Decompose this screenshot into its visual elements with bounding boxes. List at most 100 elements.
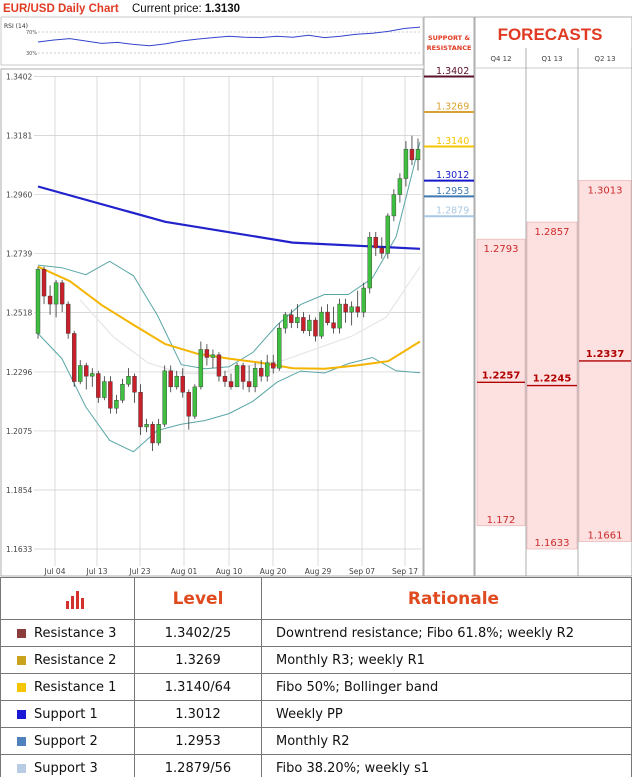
candle-body-down [186, 392, 191, 417]
candle-body-up [361, 287, 366, 313]
candle-body-down [373, 237, 378, 249]
table-row: Resistance 2 1.3269 Monthly R3; weekly R1 [0, 646, 632, 674]
level-value: 1.2879/56 [134, 754, 262, 777]
x-axis: Jul 04 Jul 13 Jul 23 Aug 01 Aug 10 Aug 20 Aug … [44, 567, 419, 576]
candle [277, 322, 282, 371]
candle-body-down [289, 314, 294, 323]
candle-body-up [120, 383, 125, 401]
rsi-label: RSI (14) [4, 23, 28, 30]
plot-frame [0, 68, 424, 577]
forecast-low-label: 1.172 [487, 515, 516, 526]
candle-body-up [252, 367, 258, 388]
y-tick-label: 1.2518 [6, 309, 32, 318]
candle-body-down [271, 362, 276, 369]
candle-body-down [313, 319, 318, 337]
candle [59, 280, 65, 313]
level-name: Support 2 [0, 727, 135, 755]
candle-body-up [198, 349, 204, 388]
candle [331, 306, 336, 334]
candle [234, 362, 240, 388]
chart-area: EUR/USD Daily Chart Current price: 1.313… [0, 3, 632, 577]
candle [385, 213, 391, 259]
level-value: 1.2953 [134, 727, 262, 755]
candle [204, 344, 210, 366]
table-row: Resistance 3 1.3402/25 Downtrend resistanc… [0, 619, 632, 647]
forecast-high-label: 1.3013 [588, 185, 623, 196]
candle [35, 266, 41, 339]
candle [90, 368, 95, 387]
sma-200-line [37, 185, 421, 250]
candle [222, 370, 228, 387]
candle-body-down [138, 392, 143, 428]
levels-table: Level Rationale Resistance 3 1.3402/25 Dow… [0, 577, 632, 777]
candle-body-down [301, 317, 306, 331]
forecast-avg-label: 1.2257 [482, 370, 521, 381]
candle [47, 285, 53, 315]
level-swatch [17, 763, 26, 773]
candle-body-down [240, 365, 246, 382]
rsi-level-70: 70% [26, 30, 37, 36]
level-name-text: Support 3 [34, 760, 98, 776]
candle-body-up [114, 400, 119, 409]
candle [210, 349, 216, 369]
candle [71, 330, 77, 387]
candle [108, 376, 113, 414]
table-header-icon [0, 577, 135, 620]
candle-body-up [307, 319, 312, 331]
candle [150, 421, 155, 451]
candle [343, 298, 348, 323]
level-value: 1.3140/64 [134, 673, 262, 701]
candle-body-up [397, 178, 403, 195]
y-tick-label: 1.1854 [6, 486, 32, 495]
candle [78, 360, 83, 385]
candle-body-up [210, 354, 216, 358]
candle [114, 394, 119, 414]
candle [246, 365, 252, 393]
candle [355, 290, 360, 318]
candle-body-down [258, 367, 264, 377]
forecasts-title: FORECASTS [498, 25, 603, 44]
candle-body-down [84, 365, 89, 377]
level-swatch [17, 736, 26, 746]
rsi-level-30: 30% [26, 51, 37, 57]
candle [228, 373, 234, 390]
candle-body-up [126, 375, 131, 385]
candle [41, 266, 47, 305]
candle-body-down [331, 322, 336, 329]
level-name: Support 1 [0, 700, 135, 728]
x-tick-label: Sep 07 [349, 567, 375, 576]
candle-body-down [379, 247, 385, 254]
sma-50-line [37, 265, 421, 370]
candle [283, 312, 288, 334]
candle [84, 362, 89, 390]
table-row: Support 1 1.3012 Weekly PP [0, 700, 632, 728]
candle [156, 418, 161, 446]
candle [258, 360, 264, 382]
forecast-avg-label: 1.2337 [586, 349, 625, 360]
candle-body-up [35, 269, 41, 334]
forecast-high-label: 1.2857 [535, 227, 570, 238]
level-name: Support 3 [0, 754, 135, 777]
sr-level-label: 1.2879 [436, 206, 469, 217]
candle [126, 368, 131, 387]
x-tick-label: Jul 23 [129, 567, 151, 576]
level-name: Resistance 2 [0, 646, 135, 674]
candle [252, 362, 258, 393]
candle [216, 352, 222, 382]
candle [403, 141, 409, 187]
candle [192, 384, 198, 419]
candle-body-up [391, 194, 397, 217]
level-name: Resistance 1 [0, 673, 135, 701]
candle-body-down [59, 282, 65, 305]
level-rationale: Monthly R2 [261, 727, 632, 755]
forecast-col-label: Q1 13 [541, 55, 562, 63]
forecasts-panel: FORECASTS Q4 12 1.2793 1.2257 1.172 Q1 13 1.2… [474, 16, 632, 577]
candle-body-up [277, 327, 282, 369]
candle [337, 298, 342, 334]
sr-level-label: 1.2953 [436, 186, 469, 197]
level-name-text: Support 1 [34, 706, 98, 722]
level-swatch [17, 682, 26, 692]
candle [162, 365, 167, 427]
candle-body-up [53, 282, 59, 305]
candle-body-up [265, 362, 270, 377]
